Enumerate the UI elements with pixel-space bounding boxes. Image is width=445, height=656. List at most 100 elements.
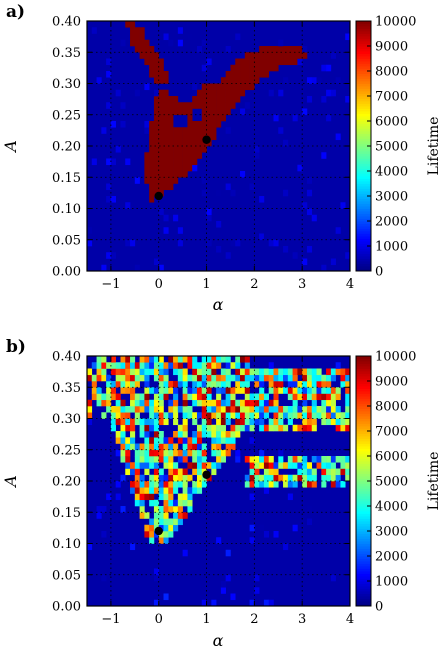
colorbar-segment xyxy=(356,371,371,374)
heatmap-cell xyxy=(106,58,112,66)
colorbar-segment xyxy=(356,183,371,187)
heatmap-cell xyxy=(302,424,308,432)
heatmap-cell xyxy=(283,387,289,394)
heatmap-cell xyxy=(345,387,351,394)
heatmap-cell xyxy=(163,108,169,116)
heatmap-cell xyxy=(330,468,336,476)
heatmap-cell xyxy=(149,52,155,59)
heatmap-cell xyxy=(259,456,265,463)
heatmap-cell xyxy=(149,152,155,159)
heatmap-cell xyxy=(168,443,174,451)
heatmap-cell xyxy=(254,574,260,582)
heatmap-cell xyxy=(187,152,193,159)
heatmap-cell xyxy=(139,481,145,488)
heatmap-cell xyxy=(225,549,231,557)
heatmap-cell xyxy=(158,102,164,109)
heatmap-cell xyxy=(321,399,327,407)
heatmap-cell xyxy=(173,133,179,141)
heatmap-cell xyxy=(326,374,332,382)
heatmap-cell xyxy=(173,127,179,134)
heatmap-cell xyxy=(335,227,341,234)
heatmap-cell xyxy=(216,424,222,432)
colorbar-tick-label: 9000 xyxy=(375,40,408,55)
heatmap-cell xyxy=(177,381,183,388)
heatmap-cell xyxy=(220,449,226,457)
heatmap-cell xyxy=(182,406,188,413)
heatmap-cell xyxy=(216,456,222,463)
heatmap-cell xyxy=(263,399,270,407)
heatmap-cell xyxy=(240,418,246,426)
colorbar-segment xyxy=(356,386,371,389)
heatmap-cell xyxy=(230,96,236,103)
colorbar-segment xyxy=(356,481,371,484)
heatmap-cell xyxy=(225,406,231,413)
heatmap-cell xyxy=(220,368,226,376)
colorbar-segment xyxy=(356,436,371,439)
heatmap-cell xyxy=(196,368,203,376)
heatmap-cell xyxy=(163,214,169,222)
heatmap-cell xyxy=(259,424,265,432)
heatmap-cell xyxy=(144,524,150,532)
heatmap-cell xyxy=(201,462,207,469)
heatmap-cell xyxy=(326,399,332,407)
heatmap-cell xyxy=(326,64,332,72)
heatmap-cell xyxy=(201,599,207,607)
heatmap-cell xyxy=(216,121,222,128)
heatmap-cell xyxy=(153,599,160,607)
heatmap-cell xyxy=(306,424,313,432)
heatmap-cell xyxy=(302,258,308,266)
heatmap-cell xyxy=(139,46,145,53)
heatmap-cell xyxy=(230,89,236,97)
heatmap-cell xyxy=(149,58,155,66)
heatmap-cell xyxy=(201,418,207,426)
heatmap-cell xyxy=(225,437,231,444)
heatmap-cell xyxy=(254,412,260,419)
heatmap-cell xyxy=(263,468,270,476)
heatmap-cell xyxy=(311,418,317,426)
heatmap-cell xyxy=(263,71,270,78)
colorbar-segment xyxy=(356,373,371,377)
heatmap-cell xyxy=(201,449,207,457)
heatmap-cell xyxy=(321,393,327,401)
heatmap-cell xyxy=(168,164,174,172)
heatmap-cell xyxy=(259,52,265,59)
heatmap-cell xyxy=(177,499,183,507)
heatmap-cell xyxy=(96,368,102,376)
heatmap-cell xyxy=(321,152,327,159)
heatmap-cell xyxy=(173,393,179,401)
heatmap-cell xyxy=(187,158,193,166)
heatmap-cell xyxy=(125,462,131,469)
heatmap-cell xyxy=(192,437,198,444)
heatmap-cell xyxy=(149,362,155,369)
heatmap-cell xyxy=(106,158,112,166)
heatmap-cell xyxy=(168,102,174,109)
heatmap-cell xyxy=(201,108,207,116)
heatmap-cell xyxy=(177,356,183,363)
heatmap-cell xyxy=(244,64,250,72)
heatmap-cell xyxy=(120,399,126,407)
colorbar-segment xyxy=(356,466,371,469)
heatmap-cell xyxy=(302,368,308,376)
heatmap-cell xyxy=(254,152,260,159)
heatmap-cell xyxy=(196,443,203,451)
heatmap-cell xyxy=(335,474,341,482)
heatmap-cell xyxy=(168,518,174,526)
heatmap-cell xyxy=(168,158,174,166)
heatmap-cell xyxy=(153,64,160,72)
heatmap-cell xyxy=(120,387,126,394)
colorbar-segment xyxy=(356,173,371,177)
heatmap-cell xyxy=(149,189,155,197)
heatmap-cell xyxy=(249,449,255,457)
heatmap-cell xyxy=(254,146,260,153)
colorbar-segment xyxy=(356,493,371,497)
heatmap-cell xyxy=(130,418,136,426)
heatmap-cell xyxy=(311,381,317,388)
heatmap-cell xyxy=(330,574,336,582)
heatmap-cell xyxy=(158,393,164,401)
heatmap-cell xyxy=(134,33,140,41)
heatmap-cell xyxy=(173,499,179,507)
colorbar-segment xyxy=(356,456,371,459)
heatmap-cell xyxy=(163,462,169,469)
heatmap-cell xyxy=(168,121,174,128)
heatmap-cell xyxy=(211,89,217,97)
